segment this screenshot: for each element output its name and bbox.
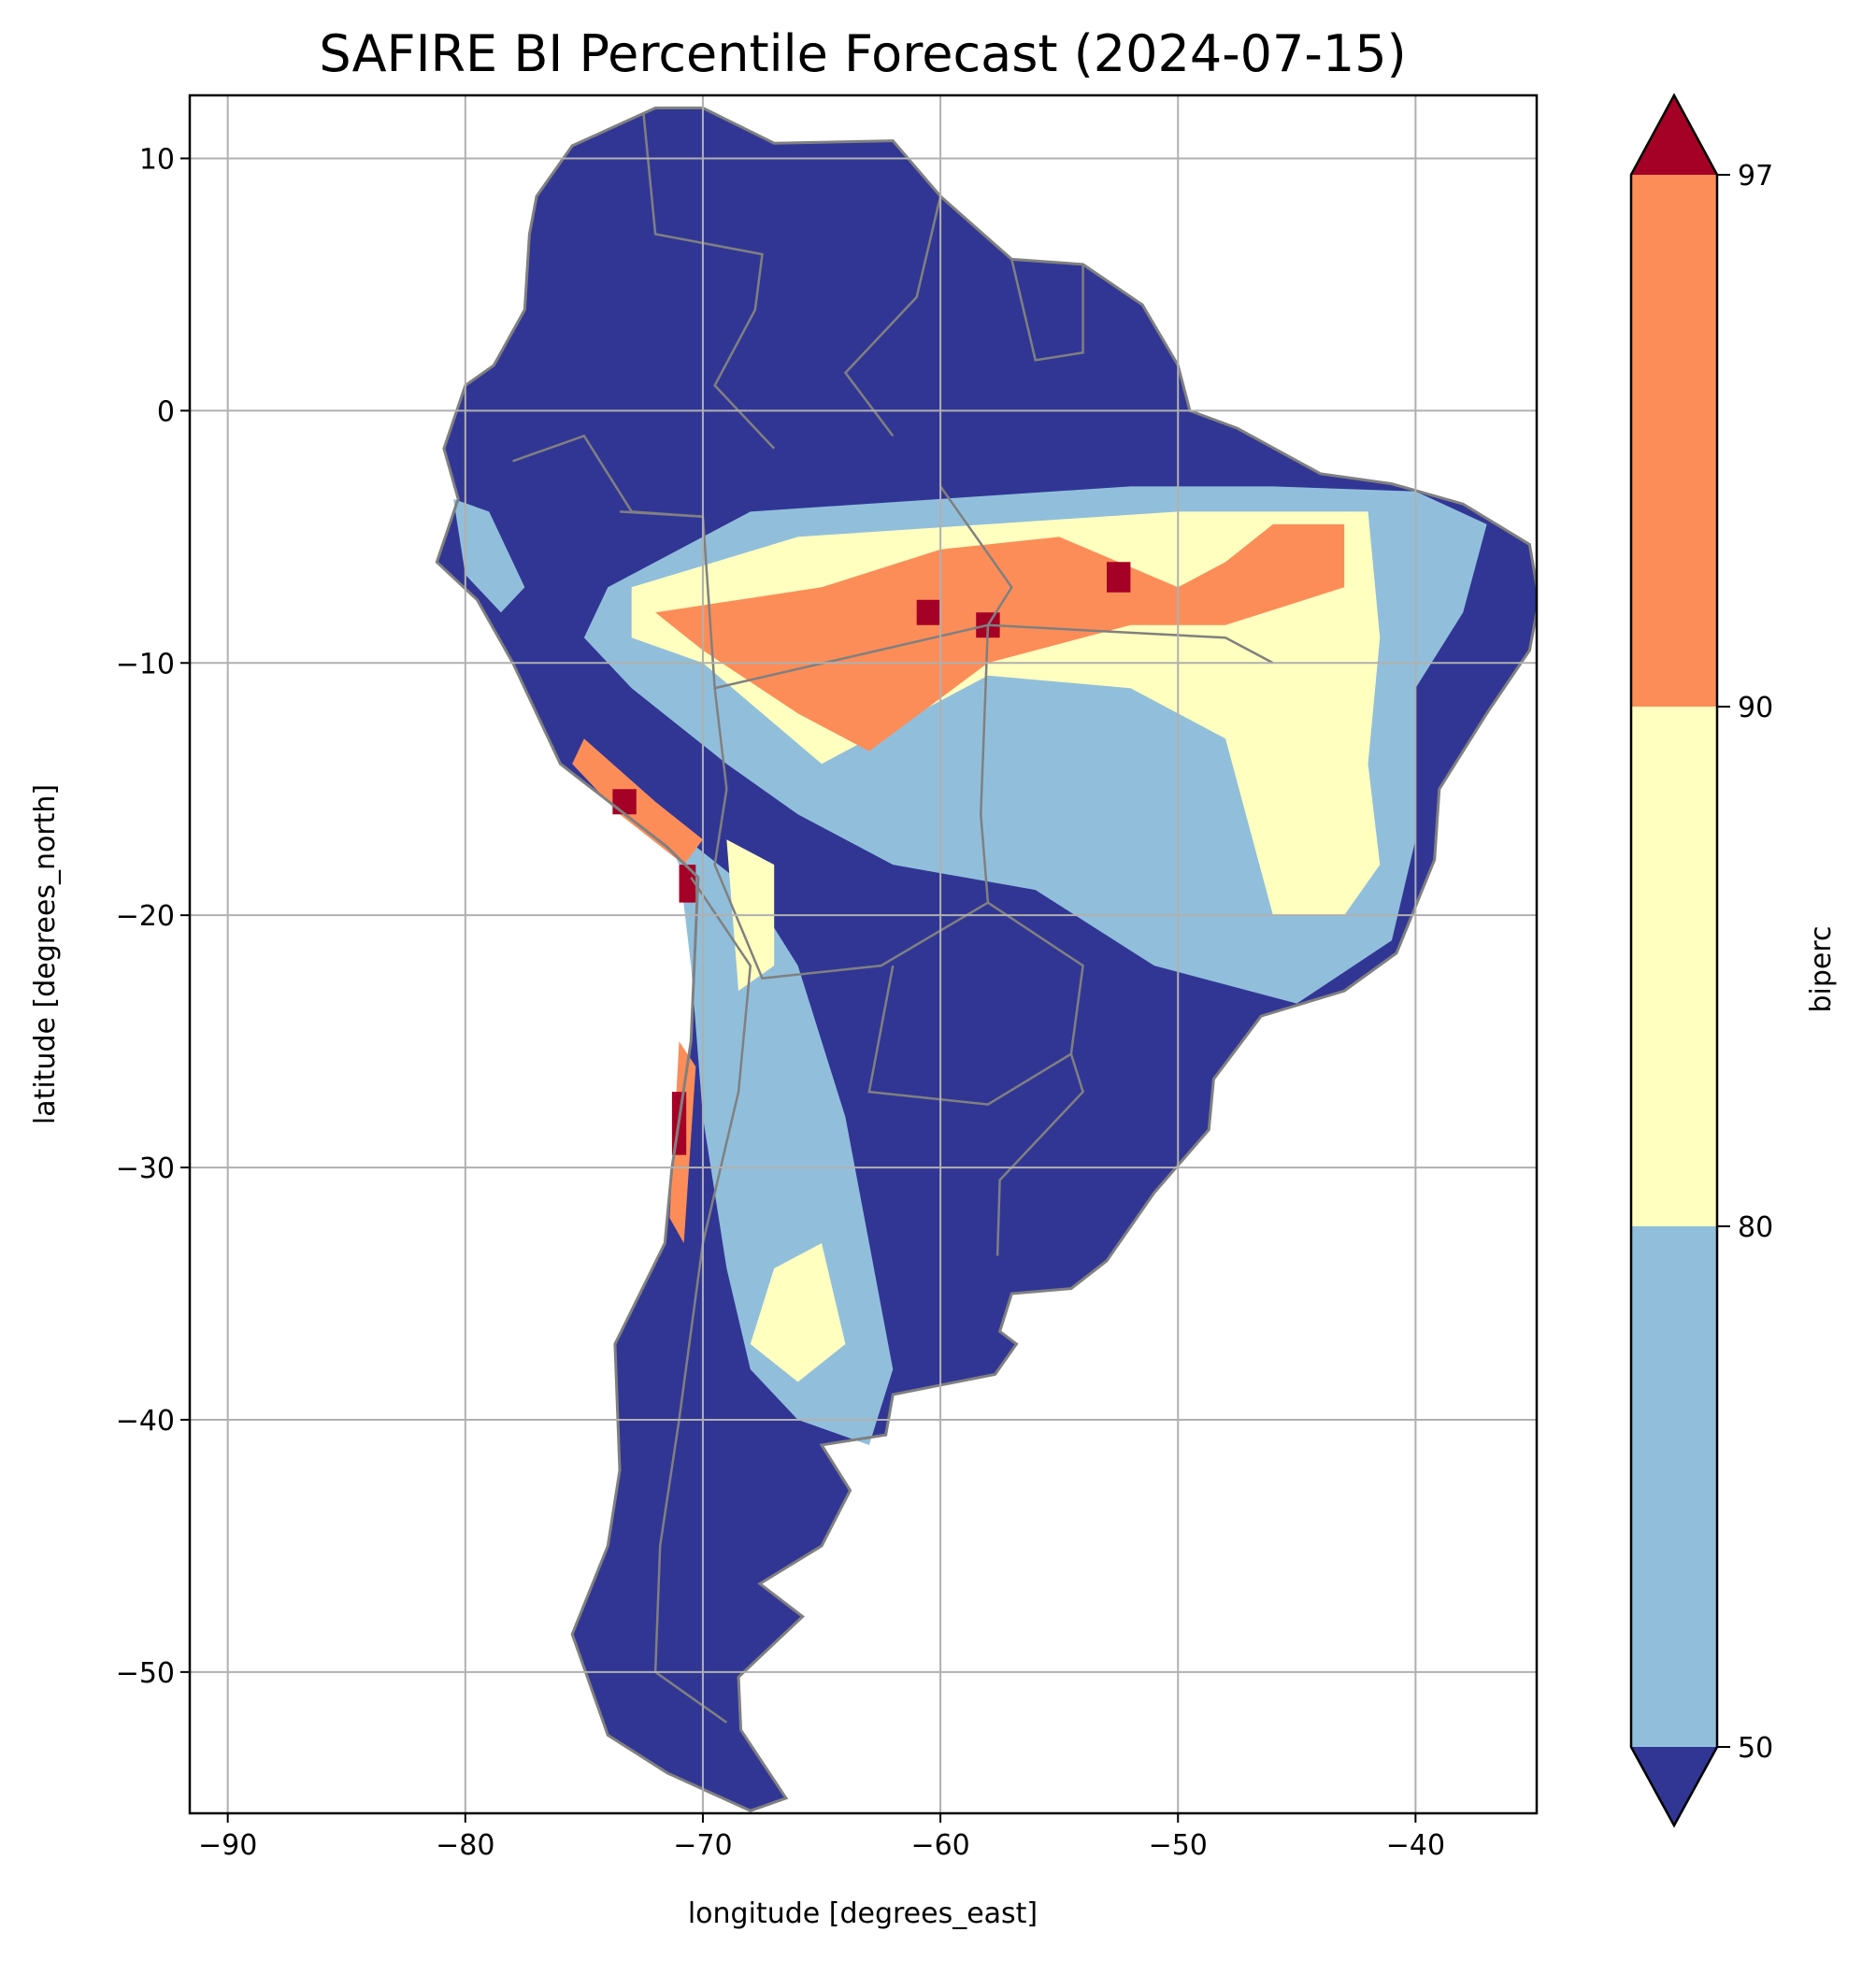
region-over (612, 789, 637, 815)
chart-title: SAFIRE BI Percentile Forecast (2024-07-1… (319, 24, 1406, 83)
x-axis-label: longitude [degrees_east] (688, 1897, 1038, 1930)
colorbar: 50 80 90 97 (1629, 93, 1773, 1828)
y-tick-label: −40 (116, 1405, 175, 1438)
y-tick-label: −50 (116, 1657, 175, 1690)
country-border (653, 876, 752, 1724)
region-under (437, 107, 1537, 1811)
y-tick-label: 0 (157, 395, 175, 428)
region-over (916, 599, 941, 625)
region-50-80 (453, 498, 525, 613)
country-border (642, 112, 776, 450)
y-axis-label: latitude [degrees_north] (29, 784, 62, 1124)
y-tick-label: 10 (139, 143, 175, 176)
colorbar-band-90-97 (1631, 175, 1717, 707)
region-over (1106, 562, 1131, 593)
colorbar-tick-label: 80 (1738, 1211, 1773, 1244)
x-tick-label: −70 (673, 1829, 732, 1862)
colorbar-extend-over (1631, 95, 1717, 175)
x-tick-label: −90 (198, 1829, 257, 1862)
region-90-97 (572, 738, 703, 866)
colorbar-tick-label: 97 (1738, 160, 1773, 193)
x-tick-label: −50 (1149, 1829, 1208, 1862)
region-over (679, 865, 696, 903)
y-tick-label: −10 (116, 648, 175, 680)
country-border (867, 965, 1084, 1256)
y-tick-label: −30 (116, 1152, 175, 1185)
x-tick-label: −40 (1386, 1829, 1445, 1862)
country-border (843, 195, 942, 437)
region-80-90 (750, 1243, 846, 1382)
region-50-80 (655, 814, 894, 1445)
x-tick-label: −80 (436, 1829, 494, 1862)
gridlines (190, 95, 1537, 1813)
y-axis: 10 0 −10 −20 −30 −40 −50 (116, 143, 190, 1690)
country-border (939, 485, 1084, 1054)
colorbar-extend-under (1631, 1747, 1717, 1825)
colorbar-label: biperc (1805, 925, 1838, 1012)
map-layer (435, 106, 1537, 1812)
country-border (713, 688, 989, 980)
colorbar-tick-label: 50 (1738, 1732, 1773, 1765)
plot-area-frame (188, 93, 1539, 1815)
colorbar-tick-label: 90 (1738, 692, 1773, 724)
country-border (512, 434, 704, 518)
x-axis: −90 −80 −70 −60 −50 −40 (198, 1813, 1445, 1862)
y-tick-label: −20 (116, 900, 175, 933)
country-border (1010, 259, 1084, 362)
x-tick-label: −60 (910, 1829, 969, 1862)
colorbar-band-50-80 (1631, 1226, 1717, 1747)
colorbar-band-80-90 (1631, 707, 1717, 1226)
